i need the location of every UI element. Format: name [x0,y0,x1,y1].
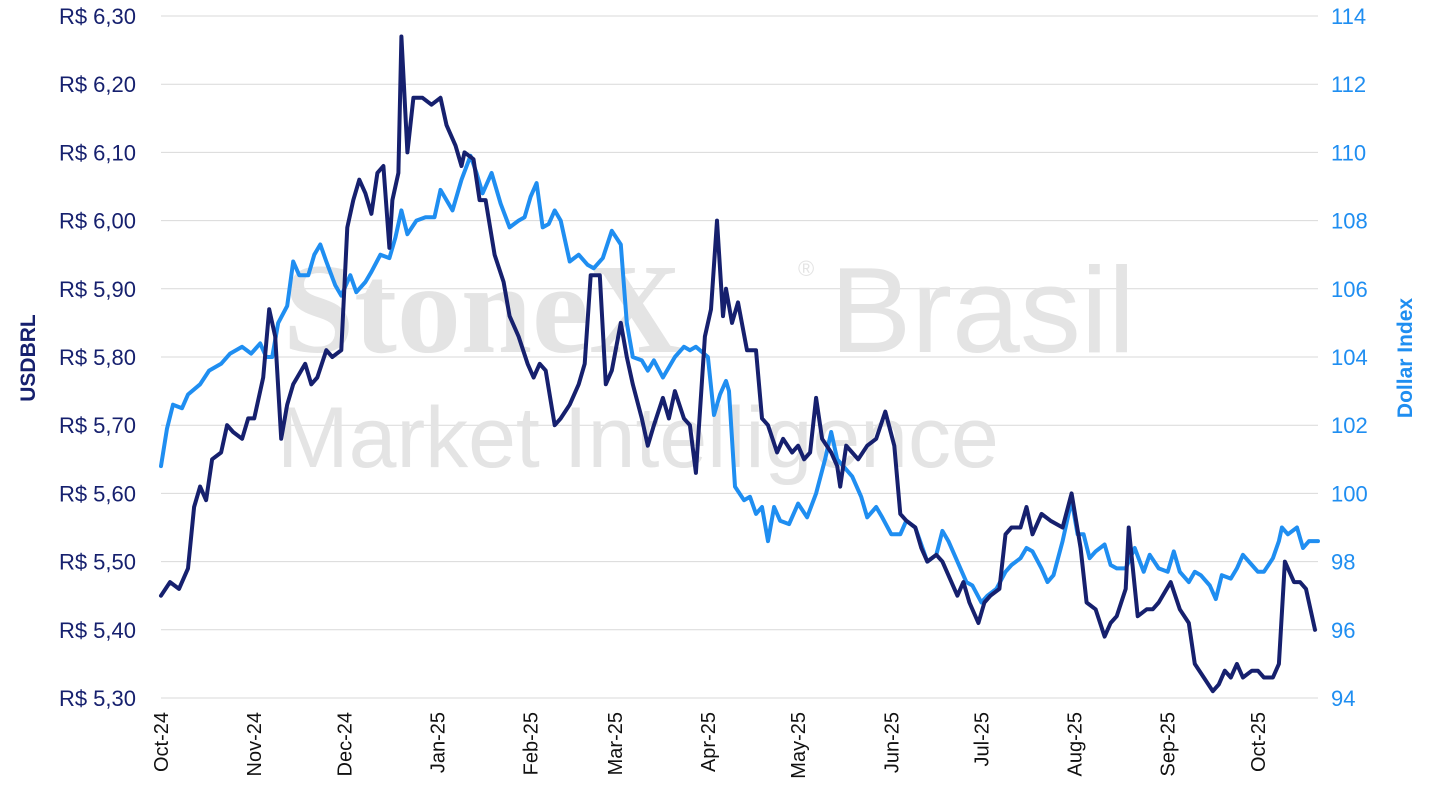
x-axis-ticks: Oct-24 Nov-24 Dec-24 Jan-25 Feb-25 Mar-25 Apr-… [151,712,1270,779]
left-tick-label: R$ 5,60 [59,481,136,506]
dollar-index-line [159,153,1320,605]
left-axis-ticks: R$ 6,30 R$ 6,20 R$ 6,10 R$ 6,00 R$ 5,90 R$ 5,… [59,4,136,711]
right-tick-label: 110 [1331,140,1366,165]
left-tick-label: R$ 6,30 [59,4,136,29]
x-tick-label: May-25 [788,712,810,779]
watermark-region: Brasil [830,242,1135,378]
right-tick-label: 96 [1331,618,1355,643]
x-tick-label: Jan-25 [427,712,449,773]
left-tick-label: R$ 5,90 [59,277,136,302]
right-tick-label: 104 [1331,345,1368,370]
right-tick-label: 94 [1331,686,1355,711]
usdbrl-line [159,34,1317,694]
x-tick-label: Mar-25 [605,712,627,775]
left-tick-label: R$ 6,00 [59,209,136,234]
left-tick-label: R$ 5,40 [59,618,136,643]
left-tick-label: R$ 5,70 [59,413,136,438]
right-tick-label: 114 [1331,4,1366,29]
x-tick-label: Nov-24 [244,712,266,776]
gridlines [161,15,1318,699]
left-tick-label: R$ 5,80 [59,345,136,370]
right-tick-label: 98 [1331,550,1355,575]
left-tick-label: R$ 5,50 [59,550,136,575]
left-tick-label: R$ 5,30 [59,686,136,711]
x-tick-label: Apr-25 [698,712,720,772]
x-tick-label: Oct-25 [1248,712,1270,772]
right-tick-label: 100 [1331,481,1368,506]
series-layer [159,34,1320,694]
left-axis-title: USDBRL [17,314,40,402]
x-tick-label: Jul-25 [971,712,993,766]
x-tick-label: Jun-25 [881,712,903,773]
right-tick-label: 102 [1331,413,1368,438]
x-tick-label: Oct-24 [151,712,173,772]
watermark: StoneX ® Brasil Market Intelligence [277,238,1135,486]
right-tick-label: 106 [1331,277,1368,302]
right-axis-ticks: 114 112 110 108 106 104 102 100 98 96 94 [1331,4,1368,711]
left-tick-label: R$ 6,20 [59,72,136,97]
right-axis-title: Dollar Index [1394,298,1417,419]
right-tick-label: 112 [1331,72,1366,97]
watermark-registered: ® [798,256,814,281]
x-tick-label: Aug-25 [1065,712,1087,777]
x-tick-label: Dec-24 [334,712,356,776]
left-tick-label: R$ 6,10 [59,140,136,165]
x-tick-label: Feb-25 [521,712,543,775]
x-tick-label: Sep-25 [1158,712,1180,777]
right-tick-label: 108 [1331,209,1368,234]
